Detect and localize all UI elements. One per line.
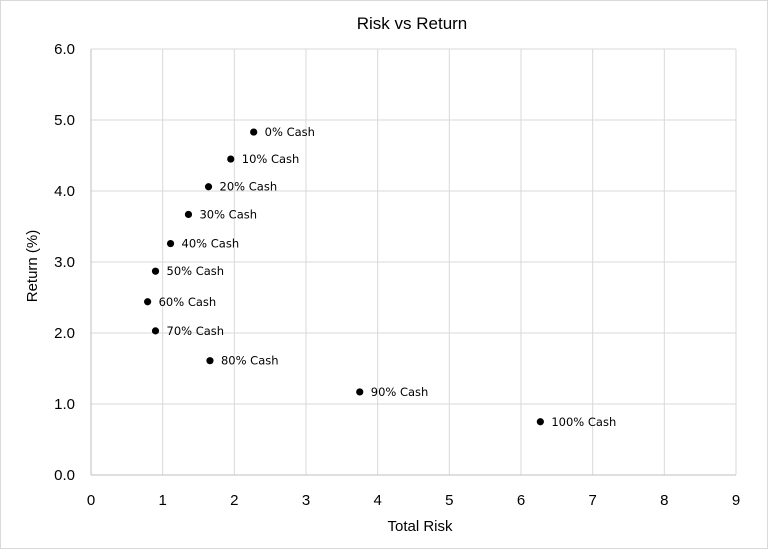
x-tick-label: 6 xyxy=(517,492,525,509)
y-tick-label: 4.0 xyxy=(54,183,75,200)
x-tick-label: 3 xyxy=(302,492,310,509)
data-label: 40% Cash xyxy=(182,237,240,251)
grid-lines xyxy=(91,48,737,475)
data-point xyxy=(151,327,160,335)
data-points xyxy=(144,128,544,426)
data-label: 100% Cash xyxy=(551,415,616,429)
x-tick-label: 1 xyxy=(158,492,166,509)
data-point xyxy=(250,128,258,136)
x-tick-label: 0 xyxy=(87,492,95,509)
y-tick-label: 5.0 xyxy=(54,112,75,129)
data-point xyxy=(227,155,235,163)
chart-title: Risk vs Return xyxy=(357,14,468,33)
data-label: 0% Cash xyxy=(265,125,315,139)
y-tick-labels: 0.0 1.0 2.0 3.0 4.0 5.0 6.0 xyxy=(54,41,75,484)
data-point xyxy=(184,210,193,219)
data-point xyxy=(166,239,175,248)
data-label: 80% Cash xyxy=(221,354,279,368)
data-labels: 0% Cash 10% Cash 20% Cash 30% Cash 40% Cash 5… xyxy=(159,125,617,429)
data-label: 90% Cash xyxy=(371,385,429,399)
x-tick-label: 4 xyxy=(373,492,381,509)
data-label: 60% Cash xyxy=(159,295,217,309)
data-point xyxy=(151,267,160,275)
data-label: 50% Cash xyxy=(167,264,225,278)
x-axis-label: Total Risk xyxy=(387,518,453,535)
data-point xyxy=(356,388,364,396)
x-tick-label: 7 xyxy=(588,492,596,509)
data-point xyxy=(204,183,213,191)
y-axis-label: Return (%) xyxy=(24,230,41,303)
x-tick-label: 2 xyxy=(230,492,238,509)
data-point xyxy=(536,418,544,426)
axes xyxy=(90,49,736,476)
x-tick-label: 8 xyxy=(660,492,668,509)
data-point xyxy=(206,357,214,365)
data-label: 70% Cash xyxy=(167,324,225,338)
data-point xyxy=(144,298,152,306)
y-tick-label: 6.0 xyxy=(54,41,75,58)
x-tick-label: 9 xyxy=(732,492,740,509)
y-tick-label: 3.0 xyxy=(54,254,75,271)
x-tick-label: 5 xyxy=(445,492,453,509)
x-tick-labels: 0 1 2 3 4 5 6 7 8 9 xyxy=(87,492,740,509)
y-tick-label: 1.0 xyxy=(54,396,75,413)
data-label: 10% Cash xyxy=(242,152,300,166)
y-tick-label: 2.0 xyxy=(54,325,75,342)
data-label: 30% Cash xyxy=(199,207,257,221)
y-tick-label: 0.0 xyxy=(54,467,75,484)
data-label: 20% Cash xyxy=(220,180,278,194)
